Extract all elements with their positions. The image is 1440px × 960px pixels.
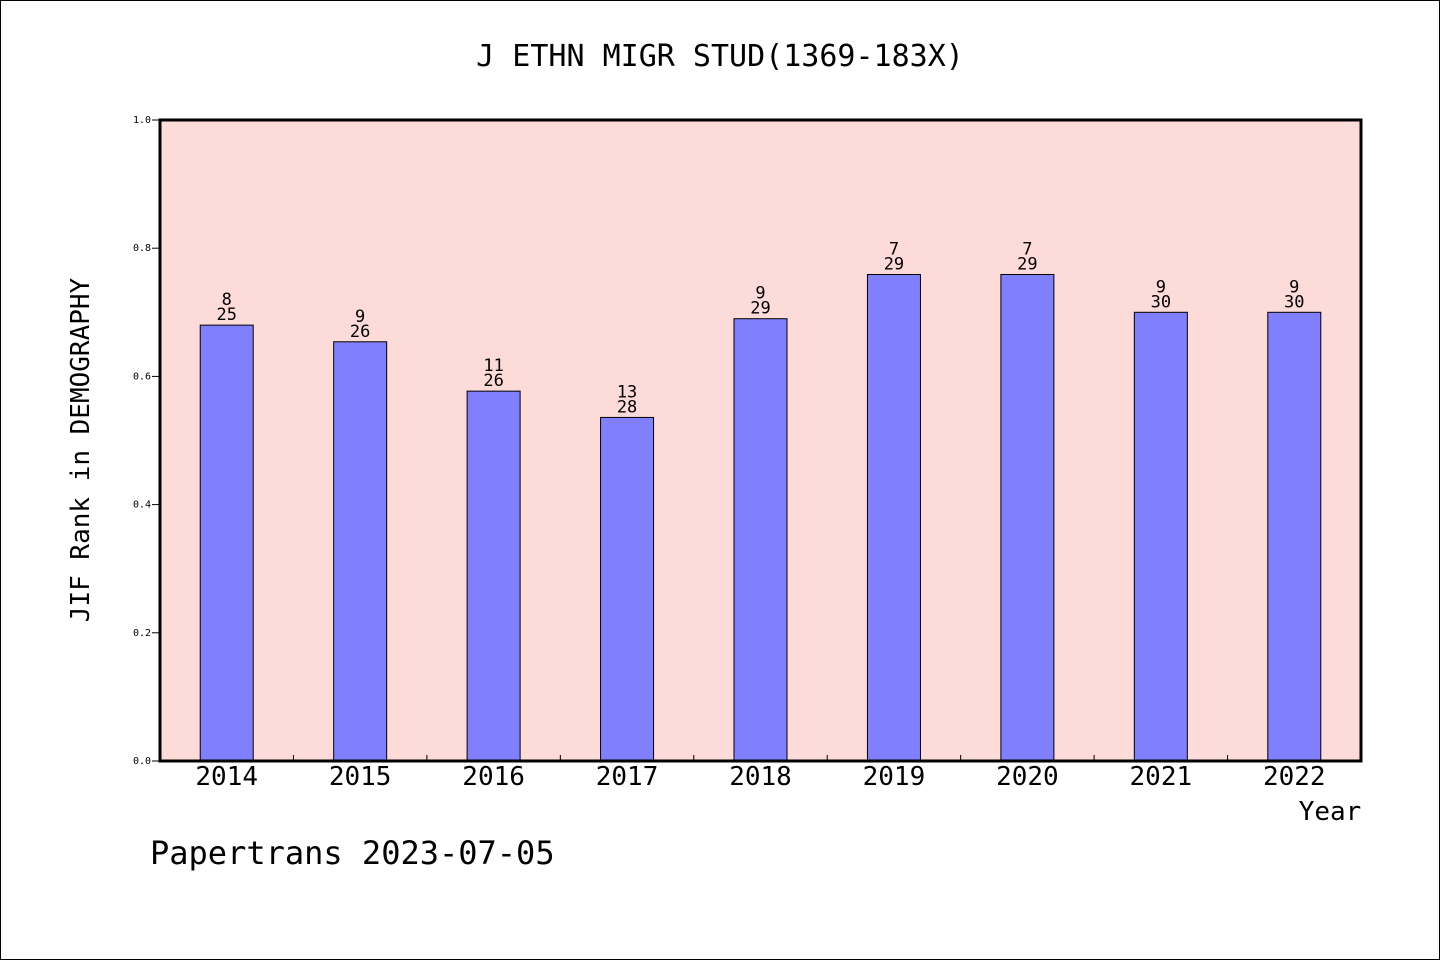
bar-rank-label: 9: [355, 307, 365, 327]
y-tick-label: 0.4: [133, 500, 151, 511]
bar-rank-label: 9: [1289, 277, 1299, 297]
y-axis-label: JIF Rank in DEMOGRAPHY: [66, 277, 96, 622]
x-axis-ticks: 2014 2015 2016 2017 2018 2019 2020 2021 2022: [195, 755, 1326, 792]
x-tick-label: 2014: [195, 762, 258, 792]
plot-border: [158, 118, 1363, 763]
bar-total-label: 26: [350, 322, 370, 342]
bar: [466, 390, 521, 762]
x-tick-label: 2021: [1130, 762, 1193, 792]
x-tick-label: 2019: [863, 762, 926, 792]
bar-total-label: 30: [1284, 292, 1304, 312]
bar-rank-label: 7: [1022, 239, 1032, 259]
x-tick-label: 2022: [1263, 762, 1326, 792]
bar-total-label: 29: [750, 299, 770, 319]
bar-rank-label: 8: [222, 290, 232, 310]
bar-rank-label: 11: [483, 356, 503, 376]
x-axis-label: Year: [1299, 797, 1362, 827]
bar-rank-label: 9: [755, 284, 765, 304]
bar-rank-label: 7: [889, 239, 899, 259]
bar: [1000, 273, 1055, 762]
y-tick-label: 1.0: [133, 115, 151, 126]
bar: [1133, 311, 1188, 762]
bar-rank-label: 13: [617, 382, 637, 402]
bar-total-label: 26: [483, 371, 503, 391]
x-tick-label: 2020: [996, 762, 1059, 792]
bar: [866, 273, 921, 762]
bar: [1267, 311, 1322, 762]
y-tick-label: 0.2: [133, 628, 151, 639]
bar-total-label: 29: [1017, 254, 1037, 274]
x-tick-label: 2017: [596, 762, 659, 792]
bar-total-label: 29: [884, 254, 904, 274]
bar: [733, 318, 788, 762]
bar-rank-label: 9: [1156, 277, 1166, 297]
x-tick-label: 2018: [729, 762, 792, 792]
x-tick-label: 2015: [329, 762, 392, 792]
y-tick-label: 0.0: [133, 756, 151, 767]
bar: [199, 324, 254, 762]
footer-credit: Papertrans 2023-07-05: [150, 834, 555, 872]
y-tick-label: 0.6: [133, 371, 151, 382]
y-tick-label: 0.8: [133, 243, 151, 254]
bar-total-label: 30: [1151, 292, 1171, 312]
bar: [333, 341, 388, 762]
bar-total-label: 28: [617, 397, 637, 417]
bar-total-label: 25: [216, 305, 236, 325]
chart-title: J ETHN MIGR STUD(1369-183X): [476, 39, 964, 74]
x-tick-label: 2016: [462, 762, 525, 792]
y-axis-ticks: 0.0 0.2 0.4 0.6 0.8 1.0: [133, 115, 160, 767]
bar: [600, 416, 655, 762]
